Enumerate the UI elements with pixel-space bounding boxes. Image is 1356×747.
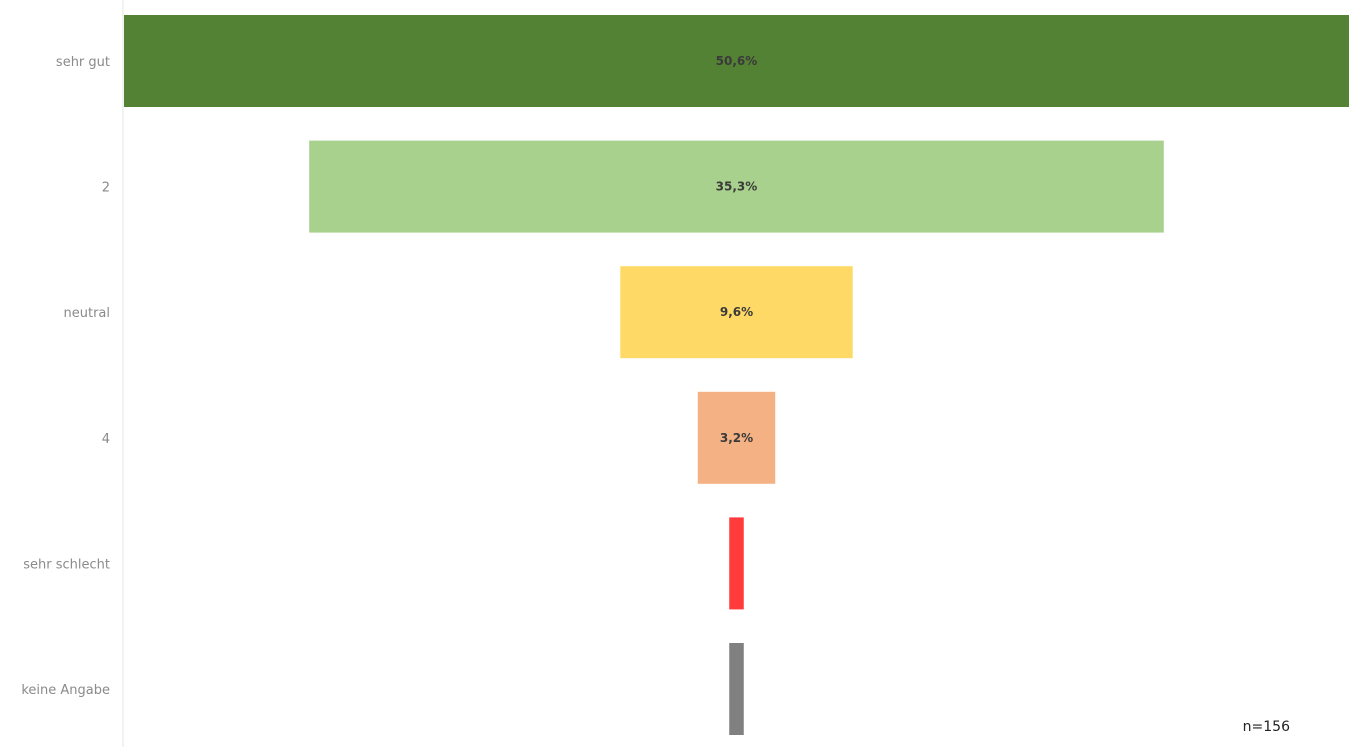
category-label-1: 2 — [102, 181, 110, 196]
bar-value-label-3: 3,2% — [720, 431, 753, 445]
bar-5 — [729, 643, 744, 735]
bar-2 — [620, 266, 853, 359]
category-label-0: sehr gut — [56, 55, 110, 70]
bar-1 — [309, 140, 1164, 233]
bar-0 — [124, 15, 1349, 107]
sample-size-label: n=156 — [1242, 719, 1290, 735]
category-label-2: neutral — [64, 306, 111, 321]
category-label-3: 4 — [102, 432, 110, 447]
bar-value-label-1: 35,3% — [716, 180, 758, 194]
category-label-5: keine Angabe — [21, 683, 110, 698]
category-label-4: sehr schlecht — [23, 557, 110, 572]
bar-4 — [729, 517, 744, 610]
bar-value-label-0: 50,6% — [716, 54, 758, 68]
bar-value-label-2: 9,6% — [720, 305, 753, 319]
bar-3 — [697, 391, 776, 484]
category-labels-group: sehr gut 2 neutral 4 sehr schlecht keine Anga… — [21, 55, 110, 698]
bars-group: 50,6% 35,3% 9,6% 3,2% — [124, 15, 1349, 735]
